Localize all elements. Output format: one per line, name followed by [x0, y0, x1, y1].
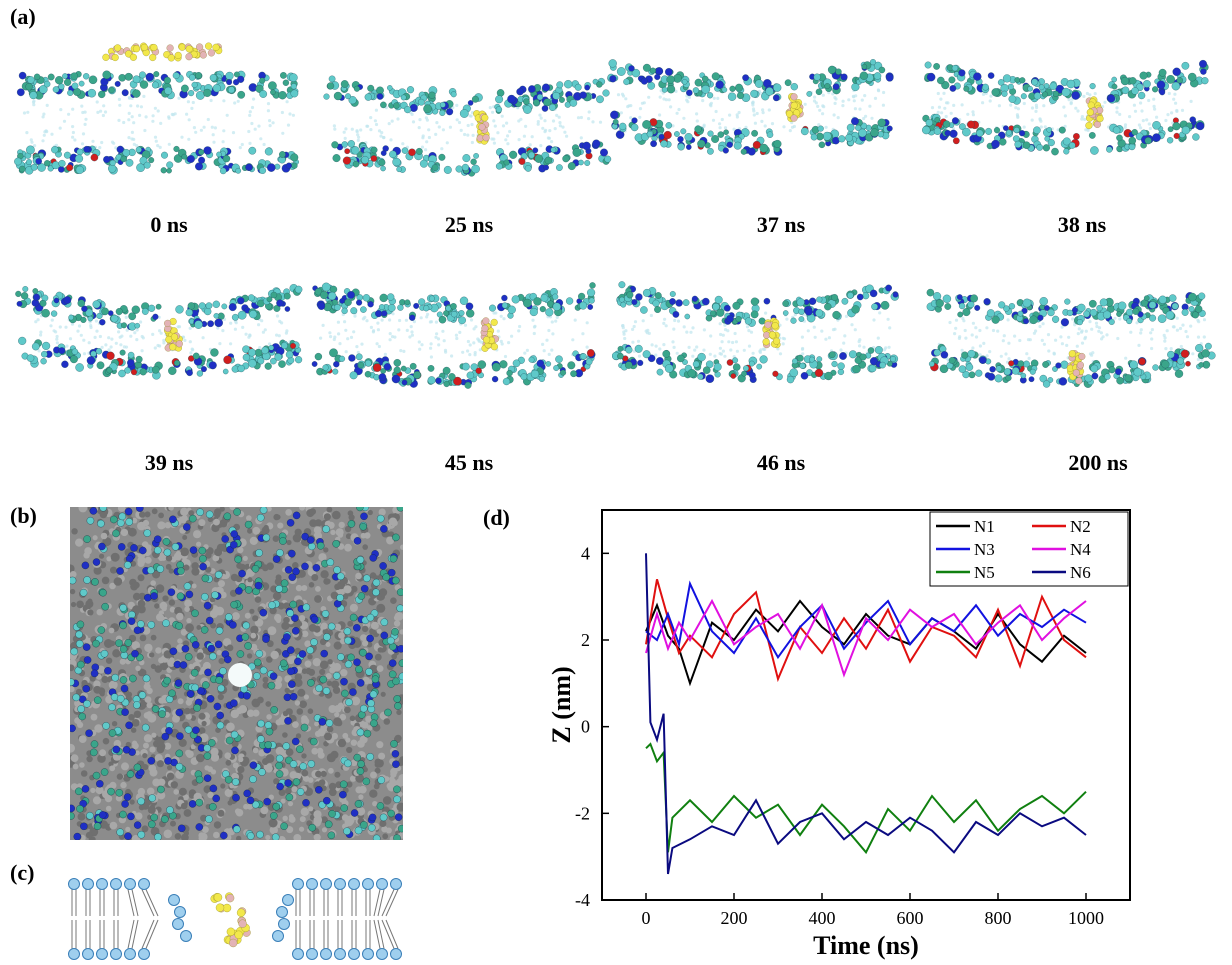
- snapshot-0: [14, 42, 299, 175]
- legend-label-n4: N4: [1070, 540, 1091, 559]
- snapshot-4: [15, 284, 303, 380]
- snapshot-2: [607, 59, 894, 156]
- snapshot-time-0: 0 ns: [150, 212, 188, 237]
- snapshot-5: [311, 282, 596, 389]
- y-tick-label: 4: [581, 543, 590, 563]
- panel-label-b: (b): [10, 503, 37, 528]
- x-axis-title: Time (ns): [813, 931, 919, 960]
- legend-label-n6: N6: [1070, 563, 1091, 582]
- x-tick-label: 800: [985, 908, 1012, 928]
- panel-label-a: (a): [10, 4, 36, 29]
- series-line-n6: [645, 553, 1087, 875]
- plot-frame: [601, 509, 1131, 901]
- snapshot-time-1: 25 ns: [444, 212, 494, 237]
- y-tick-label: 0: [581, 717, 590, 737]
- membrane-top-view: [70, 507, 403, 840]
- snapshot-6: [612, 281, 899, 384]
- panel-label-d: (d): [483, 505, 510, 530]
- y-axis-title: Z (nm): [547, 666, 576, 743]
- series-line-n1: [645, 599, 1087, 687]
- snapshot-time-5: 45 ns: [444, 450, 494, 475]
- z-position-chart: 0 200 400 600 800 1000 -4 -2 0 2 4 Time (ns) Z (nm) N…: [547, 509, 1131, 960]
- y-tick-label: -2: [575, 803, 590, 823]
- snapshot-time-6: 46 ns: [756, 450, 806, 475]
- x-tick-label: 400: [809, 908, 836, 928]
- snapshot-3: [922, 59, 1209, 156]
- y-tick-label: 2: [581, 630, 590, 650]
- legend-label-n3: N3: [974, 540, 995, 559]
- y-tick-label: -4: [575, 890, 590, 910]
- legend-label-n1: N1: [974, 517, 995, 536]
- snapshot-time-4: 39 ns: [144, 450, 194, 475]
- snapshot-time-2: 37 ns: [756, 212, 806, 237]
- legend-label-n5: N5: [974, 563, 995, 582]
- legend-label-n2: N2: [1070, 517, 1091, 536]
- series-line-n5: [645, 742, 1087, 855]
- series-line-n3: [645, 580, 1087, 660]
- pore-schematic: [68, 878, 402, 960]
- snapshot-1: [323, 75, 612, 177]
- x-tick-label: 0: [642, 908, 651, 928]
- panel-label-c: (c): [10, 860, 35, 885]
- snapshot-time-7: 200 ns: [1068, 450, 1128, 475]
- snapshot-7: [926, 288, 1216, 388]
- series-line-n4: [645, 598, 1087, 678]
- x-tick-label: 1000: [1068, 908, 1104, 928]
- x-tick-label: 200: [721, 908, 748, 928]
- x-tick-label: 600: [897, 908, 924, 928]
- snapshot-time-3: 38 ns: [1057, 212, 1107, 237]
